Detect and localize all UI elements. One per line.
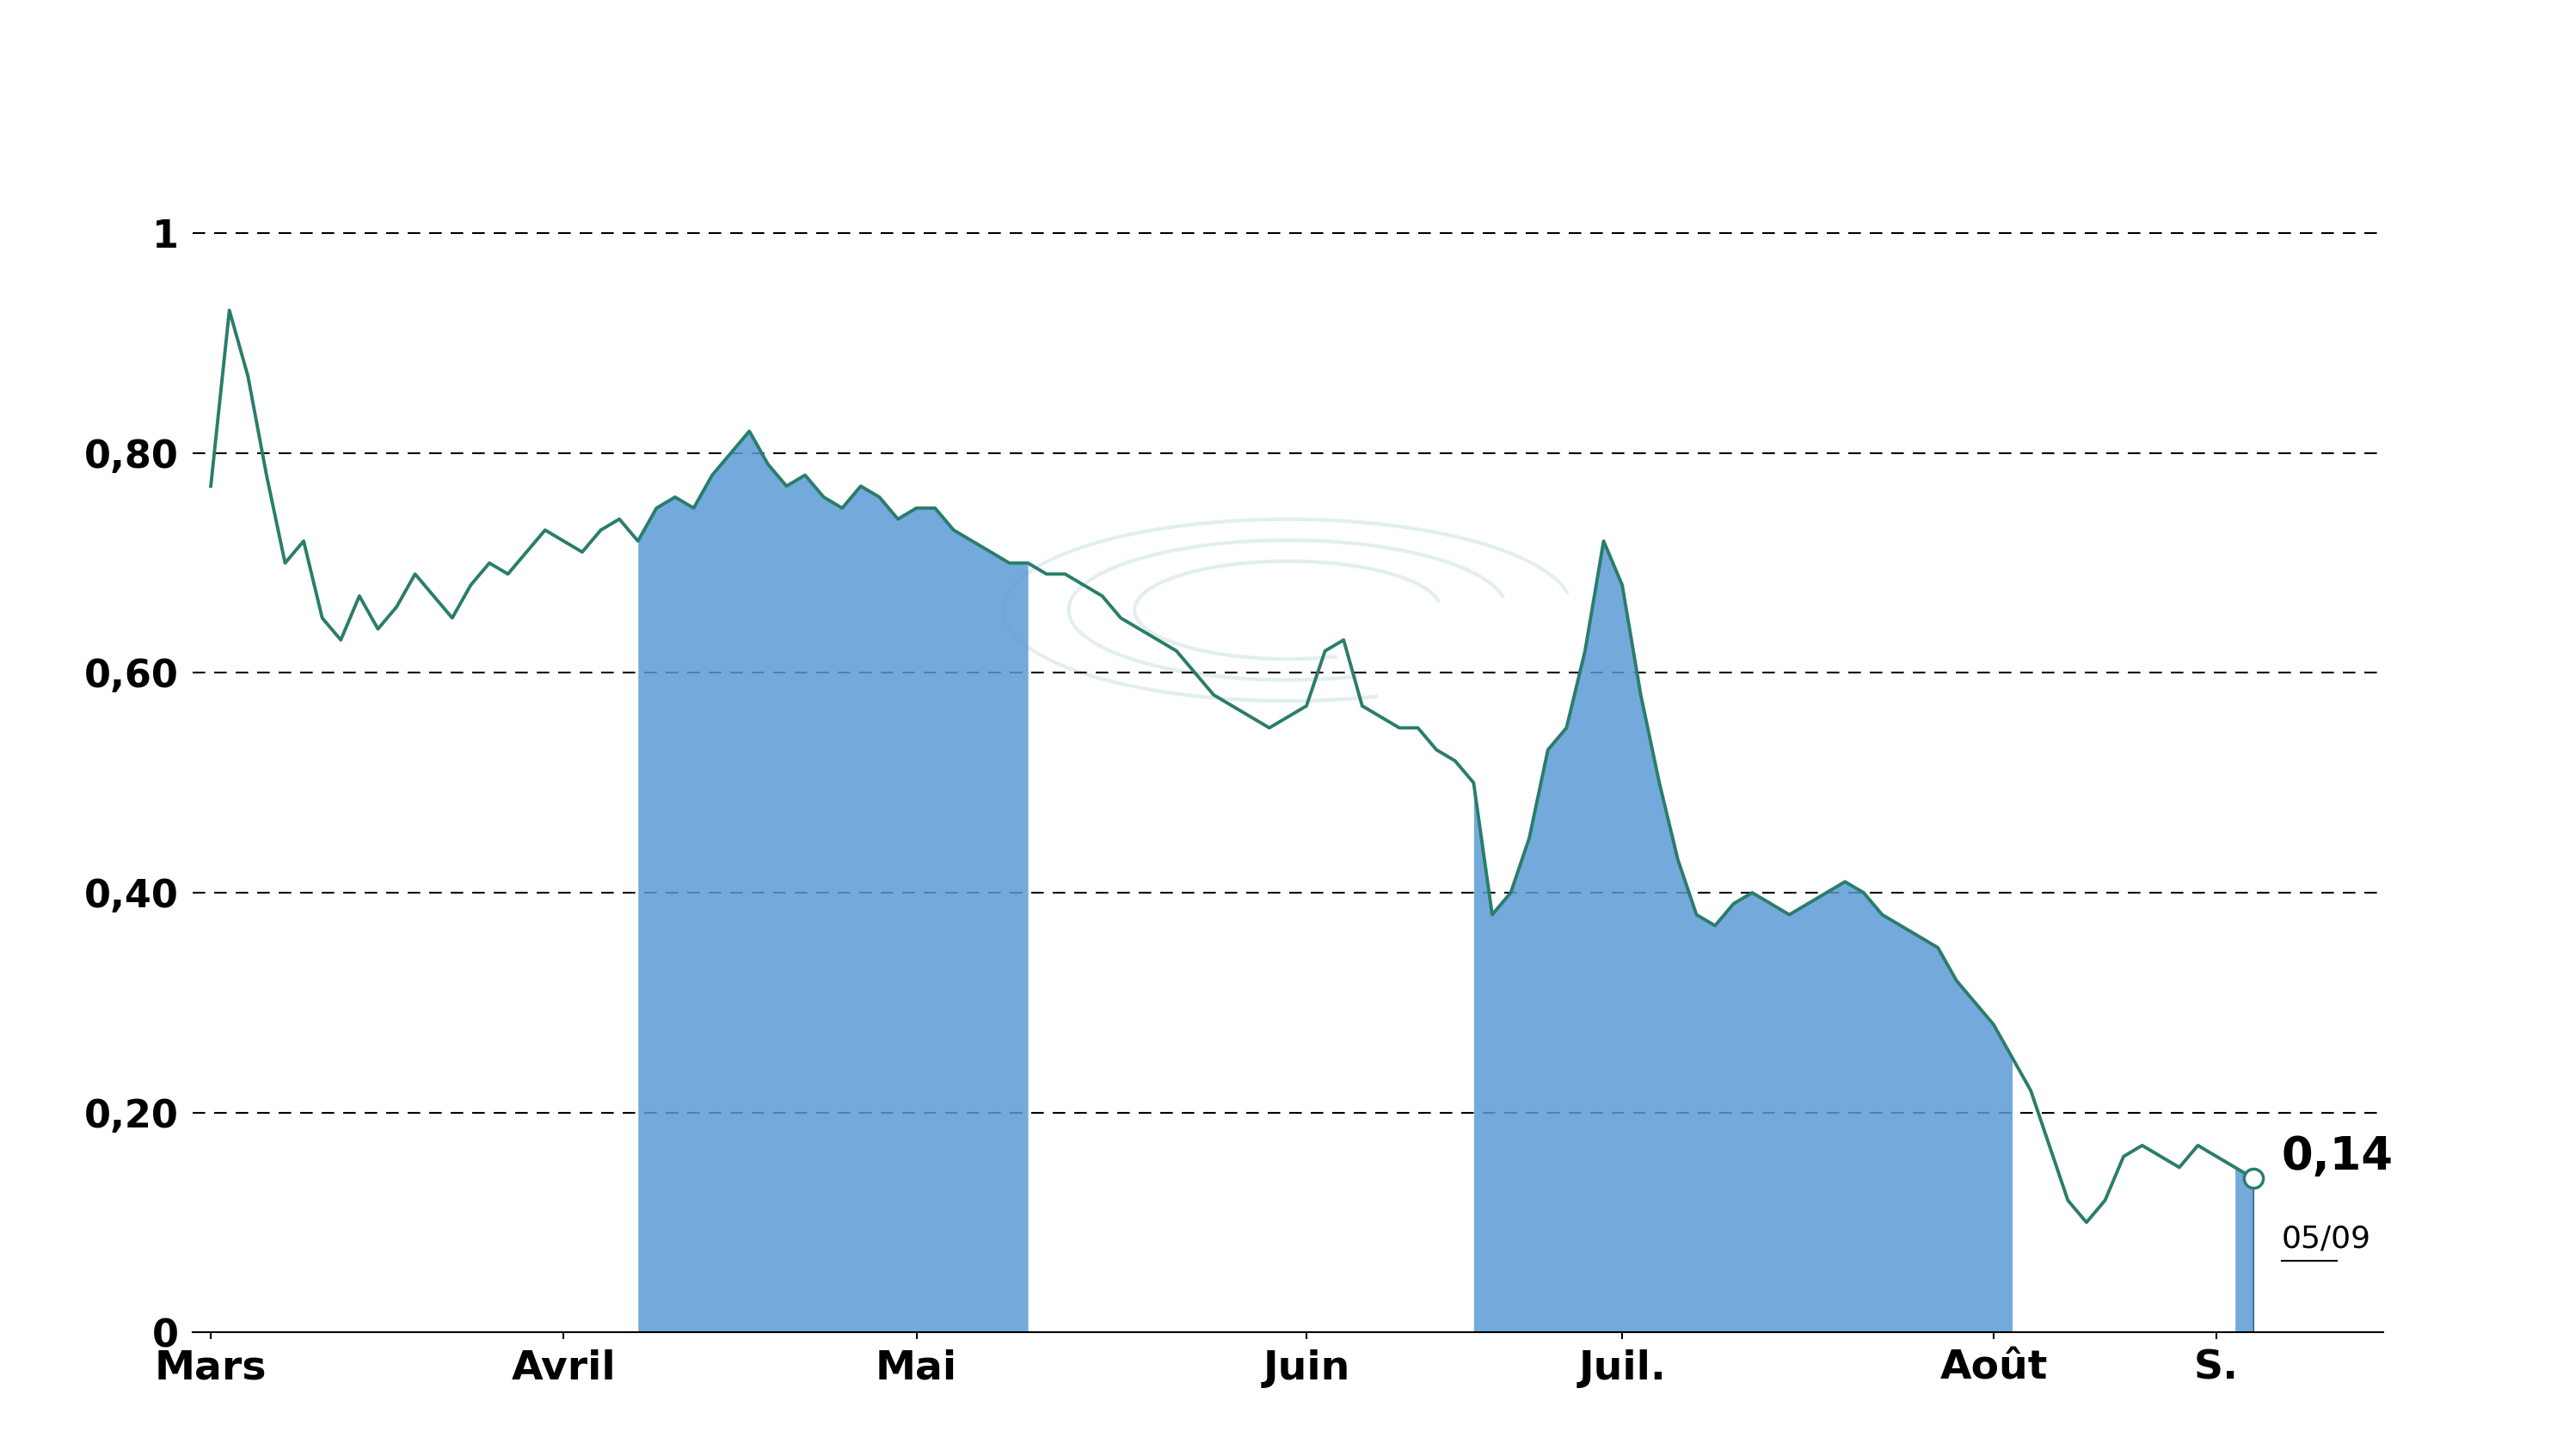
Text: 0,14: 0,14	[2281, 1134, 2394, 1179]
Text: 05/09: 05/09	[2281, 1224, 2371, 1254]
Text: Vicinity Motor Corp.: Vicinity Motor Corp.	[743, 22, 1820, 114]
